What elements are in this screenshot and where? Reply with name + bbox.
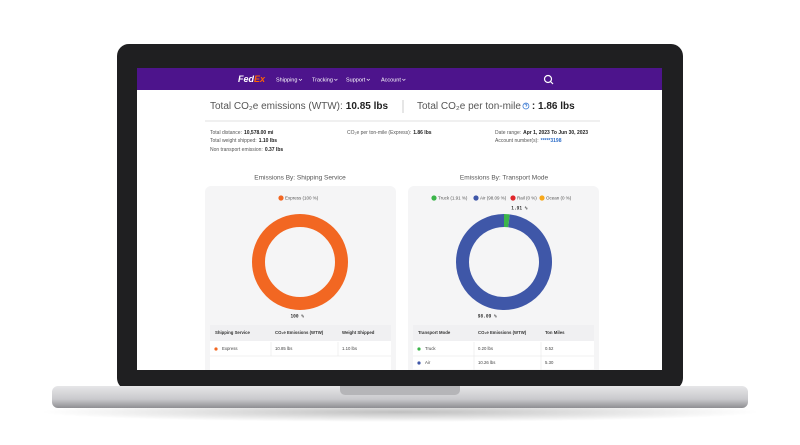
- legend-label: Ocean (0 %): [546, 195, 572, 200]
- table-header-cell: Ton Miles: [545, 330, 565, 335]
- logo-fed: Fed: [238, 74, 255, 84]
- detail: Total weight shipped: 1.10 lbs: [210, 138, 277, 144]
- chevron: [402, 78, 406, 81]
- detail-label: CO₂e per ton-mile (Express):: [347, 130, 411, 136]
- table-header-cell: Weight Shipped: [342, 330, 375, 335]
- legend-label: Express (100 %): [285, 195, 319, 200]
- total-emissions: Total CO₂e emissions (WTW): 10.85 lbs: [210, 101, 388, 112]
- table-cell: Truck: [425, 346, 436, 351]
- value-label: 100 %: [290, 314, 304, 320]
- table-header: [413, 325, 594, 341]
- table-cell: Express: [222, 346, 238, 351]
- detail-label: Total weight shipped:: [210, 138, 257, 144]
- chevron: [334, 78, 338, 81]
- per-ton-mile-value: : 1.86 lbs: [532, 101, 575, 112]
- legend-swatch: [539, 195, 545, 201]
- total-label: Total CO₂e emissions (WTW):: [210, 101, 343, 112]
- legend-label: Air (98.09 %): [480, 195, 507, 200]
- detail-label: Total distance:: [210, 130, 242, 136]
- table-header-cell: CO₂e Emissions (WTW): [275, 330, 324, 335]
- table-cell: 1.10 lbs: [342, 346, 357, 351]
- nav-item[interactable]: Shipping: [276, 77, 297, 83]
- legend-swatch: [278, 195, 284, 201]
- detail: Non transport emission: 0.37 lbs: [210, 147, 283, 153]
- laptop-base: [52, 386, 748, 408]
- chart-title: Emissions By: Shipping Service: [254, 175, 346, 182]
- chevron: [366, 78, 370, 81]
- nav-bar: [137, 68, 662, 90]
- nav-item[interactable]: Tracking: [312, 77, 333, 83]
- total-value: 10.85 lbs: [346, 101, 389, 112]
- detail: CO₂e per ton-mile (Express): 1.86 lbs: [347, 130, 432, 136]
- detail-value: *****3198: [541, 138, 562, 144]
- detail-label: Non transport emission:: [210, 147, 263, 153]
- detail-value: 1.10 lbs: [259, 138, 278, 144]
- nav-item[interactable]: Support: [346, 77, 366, 83]
- detail: Account number(s): *****3198: [495, 138, 562, 144]
- value-label: 98.09 %: [478, 313, 497, 319]
- legend-label: Truck (1.91 %): [438, 195, 468, 200]
- legend-swatch: [510, 195, 516, 201]
- row-dot: [417, 361, 421, 365]
- chart-title: Emissions By: Transport Mode: [460, 175, 549, 182]
- detail-value: 10,578.00 mi: [244, 130, 274, 136]
- table-cell: Air: [425, 360, 431, 365]
- legend-swatch: [473, 195, 479, 201]
- table-header-cell: Transport Mode: [418, 330, 451, 335]
- logo-ex: Ex: [254, 74, 266, 84]
- notch: [340, 386, 460, 395]
- table-header-cell: Shipping Service: [215, 330, 250, 335]
- search-icon[interactable]: [543, 74, 554, 85]
- table-header: [210, 325, 391, 341]
- row-dot: [214, 347, 218, 351]
- legend-swatch: [431, 195, 437, 201]
- detail-label: Date range:: [495, 130, 521, 136]
- table-cell: 10.26 lbs: [478, 360, 495, 365]
- logo: FedEx: [238, 74, 266, 84]
- table-cell: 5.30: [545, 360, 554, 365]
- screen: FedEx Total CO₂e emissions (WTW): 10.85 l…: [137, 68, 662, 370]
- legend-label: Rail (0 %): [517, 195, 537, 200]
- nav-item[interactable]: Account: [381, 77, 401, 83]
- donut-slice: [456, 214, 552, 310]
- table-cell: 0.20 lbs: [478, 346, 493, 351]
- detail: Date range: Apr 1, 2023 To Jun 30, 2023: [495, 130, 588, 136]
- detail-value: 0.37 lbs: [265, 147, 284, 153]
- per-ton-mile: Total CO₂e per ton-mile : 1.86 lbs: [417, 101, 575, 112]
- detail-value: Apr 1, 2023 To Jun 30, 2023: [523, 130, 588, 136]
- table-cell: 10.85 lbs: [275, 346, 292, 351]
- chart-card: [408, 186, 599, 370]
- chevron: [298, 78, 303, 81]
- detail-value: 1.86 lbs: [413, 130, 432, 136]
- help-icon[interactable]: [522, 102, 530, 110]
- donut-slice: [252, 214, 348, 311]
- table-header-cell: CO₂e Emissions (WTW): [478, 330, 527, 335]
- detail-label: Account number(s):: [495, 138, 539, 144]
- value-label: 1.91 %: [511, 206, 528, 212]
- table-cell: 0.52: [545, 346, 554, 351]
- help-glyph: [524, 103, 528, 109]
- chart-card: [205, 186, 396, 370]
- per-ton-mile-label: Total CO₂e per ton-mile: [417, 101, 521, 112]
- row-dot: [417, 347, 421, 351]
- detail: Total distance: 10,578.00 mi: [210, 130, 274, 136]
